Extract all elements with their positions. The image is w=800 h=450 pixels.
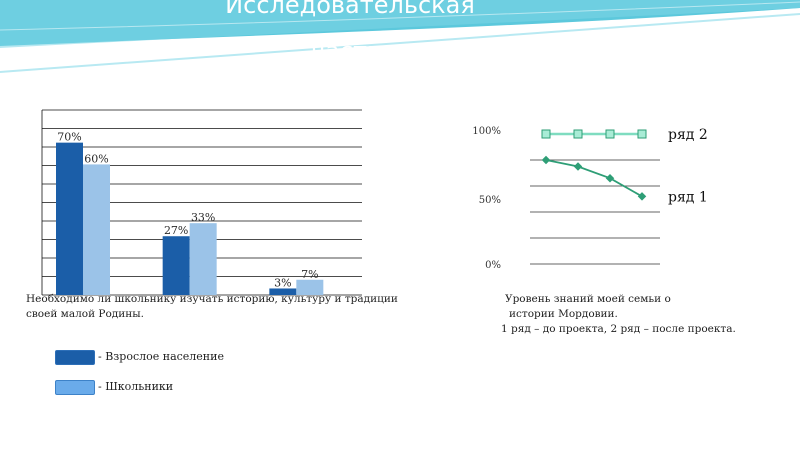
bar-data-label: 70%: [57, 131, 81, 144]
bar-chart: 70%60% 27%33% 3% 7%: [41, 109, 362, 296]
bar-series1-cat3: [269, 288, 297, 295]
line-series-2-point: [541, 155, 551, 165]
bar-data-label: 27%: [164, 224, 188, 237]
bar-series2-cat1: [83, 164, 110, 295]
header-banner: [0, 0, 800, 73]
bar-chart-caption: Необходимо ли школьнику изучать историю,…: [26, 293, 398, 320]
bar-data-label: 33%: [191, 211, 215, 224]
line-y-tick-label: 100%: [472, 126, 501, 137]
line-series-2-point: [637, 192, 647, 201]
line-y-tick-label: 0%: [485, 260, 501, 271]
line-series-2: [545, 159, 643, 198]
slide-title-line1: Исследовательская: [225, 0, 475, 19]
line-series-2-point: [605, 173, 615, 183]
bar-data-label: 60%: [84, 152, 108, 165]
line-chart: 0% 50% 100% ряд 2 ряд 1: [472, 126, 707, 271]
line-caption-line3: 1 ряд – до проекта, 2 ряд – после проект…: [501, 323, 736, 335]
line-caption-line2: истории Мордовии.: [509, 308, 618, 320]
bar-series2-cat2: [189, 223, 217, 295]
bar-data-label: 7%: [301, 268, 318, 281]
line-series-2-legend-label: ряд 1: [668, 189, 708, 205]
line-y-tick-label: 50%: [479, 195, 501, 206]
line-series-1-legend-label: ряд 2: [668, 127, 708, 143]
line-series-1-point: [637, 129, 647, 139]
line-caption-line1: Уровень знаний моей семьи о: [505, 293, 671, 305]
legend-label-adults: - Взрослое население: [98, 350, 224, 363]
legend-swatch-adults: [55, 350, 95, 365]
legend-label-students: - Школьники: [98, 380, 174, 393]
line-series-1-point: [605, 129, 615, 139]
line-series-1-point: [541, 129, 551, 139]
slide-title: Исследовательская часть.: [180, 0, 520, 74]
line-chart-caption: Уровень знаний моей семьи о истории Морд…: [501, 292, 775, 337]
bar-series2-cat3: [296, 279, 324, 295]
line-series-1-point: [573, 129, 583, 139]
bar-series1-cat2: [162, 236, 190, 295]
line-series-2-point: [573, 162, 583, 171]
bar-data-label: 3%: [274, 276, 291, 289]
slide-title-line2: часть.: [311, 37, 389, 65]
bar-series1-cat1: [56, 142, 83, 295]
legend-swatch-students: [55, 380, 95, 395]
